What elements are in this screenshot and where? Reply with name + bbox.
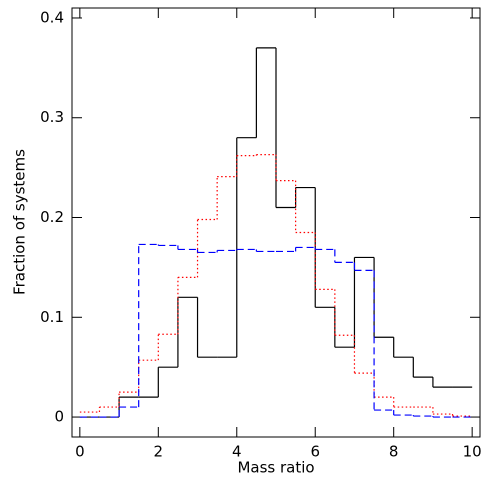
y-tick-label: 0 bbox=[54, 408, 64, 426]
y-tick-label: 0.2 bbox=[40, 208, 64, 226]
x-tick-label: 10 bbox=[463, 443, 482, 461]
plot-frame bbox=[71, 7, 481, 438]
x-axis-title: Mass ratio bbox=[237, 459, 314, 477]
y-tick-label: 0.4 bbox=[40, 8, 64, 26]
y-tick-label: 0.1 bbox=[40, 308, 64, 326]
y-tick-label: 0.3 bbox=[40, 108, 64, 126]
x-tick-label: 8 bbox=[389, 443, 399, 461]
y-axis-title: Fraction of systems bbox=[11, 149, 29, 295]
x-tick-label: 6 bbox=[310, 443, 320, 461]
x-tick-label: 2 bbox=[154, 443, 164, 461]
x-tick-label: 4 bbox=[232, 443, 242, 461]
x-tick-label: 0 bbox=[75, 443, 85, 461]
